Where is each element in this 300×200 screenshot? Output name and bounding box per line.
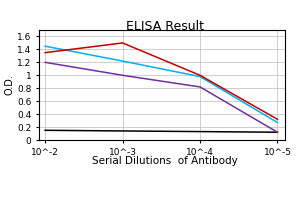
Text: Serial Dilutions  of Antibody: Serial Dilutions of Antibody <box>92 156 238 166</box>
Text: ELISA Result: ELISA Result <box>126 20 204 33</box>
Y-axis label: O.D.: O.D. <box>4 75 14 95</box>
